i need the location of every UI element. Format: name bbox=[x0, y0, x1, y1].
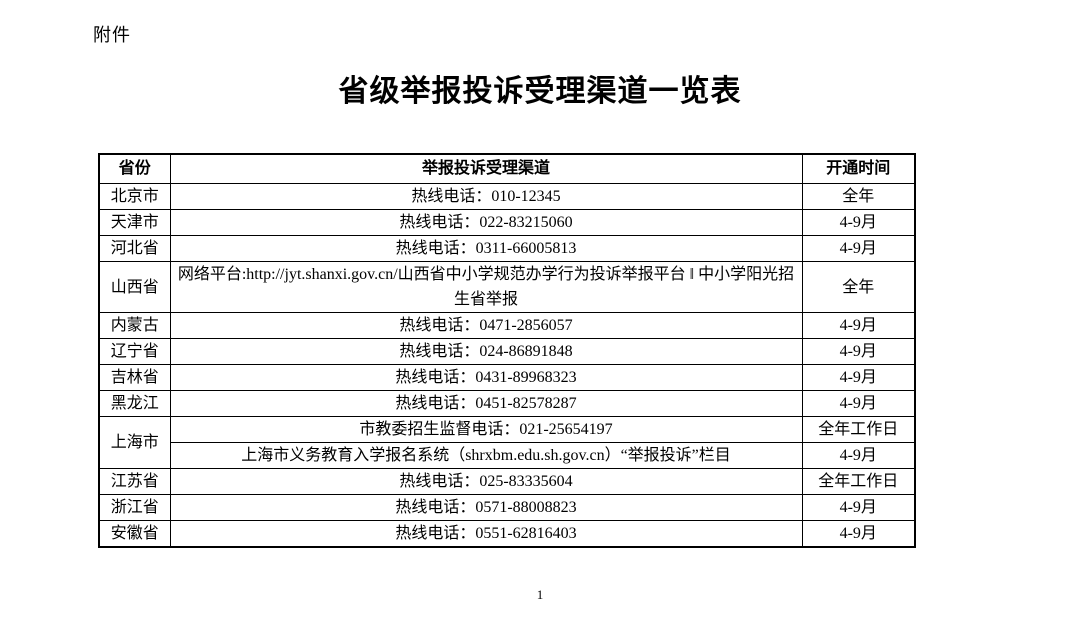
table-body: 北京市 热线电话：010-12345 全年 天津市 热线电话：022-83215… bbox=[98, 183, 916, 548]
time-cell: 全年工作日 bbox=[801, 468, 916, 495]
province-cell: 黑龙江 bbox=[98, 390, 171, 417]
province-cell: 浙江省 bbox=[98, 494, 171, 521]
table-row: 浙江省 热线电话：0571-88008823 4-9月 bbox=[98, 494, 916, 521]
table-row: 北京市 热线电话：010-12345 全年 bbox=[98, 183, 916, 210]
column-header-channel: 举报投诉受理渠道 bbox=[169, 153, 803, 184]
channels-table: 省份 举报投诉受理渠道 开通时间 北京市 热线电话：010-12345 全年 天… bbox=[98, 153, 916, 548]
table-row: 上海市 市教委招生监督电话：021-25654197 全年工作日 bbox=[98, 416, 916, 469]
column-header-time: 开通时间 bbox=[801, 153, 916, 184]
table-header: 省份 举报投诉受理渠道 开通时间 bbox=[98, 153, 916, 184]
channel-cell: 热线电话：0431-89968323 bbox=[169, 364, 803, 391]
channel-cell: 热线电话：022-83215060 bbox=[169, 209, 803, 236]
province-cell: 上海市 bbox=[98, 416, 171, 469]
province-cell: 河北省 bbox=[98, 235, 171, 262]
table-row: 天津市 热线电话：022-83215060 4-9月 bbox=[98, 209, 916, 236]
time-cell: 4-9月 bbox=[801, 520, 916, 548]
attachment-label: 附件 bbox=[93, 25, 131, 45]
time-cell: 4-9月 bbox=[801, 390, 916, 417]
channel-cell: 热线电话：0551-62816403 bbox=[169, 520, 803, 548]
time-cell: 全年 bbox=[801, 261, 916, 313]
table-row: 安徽省 热线电话：0551-62816403 4-9月 bbox=[98, 520, 916, 548]
channel-cell: 网络平台:http://jyt.shanxi.gov.cn/山西省中小学规范办学… bbox=[169, 261, 803, 313]
channel-cell: 热线电话：0571-88008823 bbox=[169, 494, 803, 521]
time-cell: 全年 bbox=[801, 183, 916, 210]
channel-cell: 热线电话：010-12345 bbox=[169, 183, 803, 210]
time-cell: 全年工作日 bbox=[801, 416, 916, 443]
time-cell: 4-9月 bbox=[801, 494, 916, 521]
table-row: 山西省 网络平台:http://jyt.shanxi.gov.cn/山西省中小学… bbox=[98, 261, 916, 313]
page-title: 省级举报投诉受理渠道一览表 bbox=[338, 75, 742, 108]
table-row: 黑龙江 热线电话：0451-82578287 4-9月 bbox=[98, 390, 916, 417]
channel-cell: 市教委招生监督电话：021-25654197 bbox=[169, 416, 803, 443]
table-row: 河北省 热线电话：0311-66005813 4-9月 bbox=[98, 235, 916, 262]
time-cell: 4-9月 bbox=[801, 364, 916, 391]
table-row: 江苏省 热线电话：025-83335604 全年工作日 bbox=[98, 468, 916, 495]
province-cell: 辽宁省 bbox=[98, 338, 171, 365]
province-cell: 安徽省 bbox=[98, 520, 171, 548]
time-cell: 4-9月 bbox=[801, 442, 916, 469]
channel-cell: 热线电话：025-83335604 bbox=[169, 468, 803, 495]
table-row: 上海市义务教育入学报名系统（shrxbm.edu.sh.gov.cn）“举报投诉… bbox=[99, 442, 916, 469]
time-cell: 4-9月 bbox=[801, 338, 916, 365]
table-row: 内蒙古 热线电话：0471-2856057 4-9月 bbox=[98, 312, 916, 339]
channel-cell: 热线电话：0311-66005813 bbox=[169, 235, 803, 262]
table-row: 辽宁省 热线电话：024-86891848 4-9月 bbox=[98, 338, 916, 365]
province-cell: 北京市 bbox=[98, 183, 171, 210]
channel-cell: 热线电话：0451-82578287 bbox=[169, 390, 803, 417]
time-cell: 4-9月 bbox=[801, 209, 916, 236]
province-cell: 天津市 bbox=[98, 209, 171, 236]
time-cell: 4-9月 bbox=[801, 235, 916, 262]
channel-cell: 热线电话：024-86891848 bbox=[169, 338, 803, 365]
province-cell: 山西省 bbox=[98, 261, 171, 313]
page-number: 1 bbox=[536, 587, 544, 602]
province-cell: 吉林省 bbox=[98, 364, 171, 391]
channel-cell: 热线电话：0471-2856057 bbox=[169, 312, 803, 339]
province-cell: 内蒙古 bbox=[98, 312, 171, 339]
table-row: 吉林省 热线电话：0431-89968323 4-9月 bbox=[98, 364, 916, 391]
province-cell: 江苏省 bbox=[98, 468, 171, 495]
channel-cell: 上海市义务教育入学报名系统（shrxbm.edu.sh.gov.cn）“举报投诉… bbox=[169, 442, 803, 469]
table-header-row: 省份 举报投诉受理渠道 开通时间 bbox=[98, 153, 916, 184]
column-header-province: 省份 bbox=[98, 153, 171, 184]
time-cell: 4-9月 bbox=[801, 312, 916, 339]
